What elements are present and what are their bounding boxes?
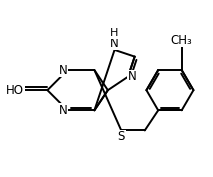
Text: N: N [128,70,137,83]
Text: HO: HO [6,84,24,97]
Text: H: H [110,28,119,38]
Text: N: N [59,104,68,117]
Text: CH₃: CH₃ [171,33,193,47]
Text: N: N [110,37,119,50]
Text: N: N [59,64,68,76]
Text: S: S [118,130,125,144]
